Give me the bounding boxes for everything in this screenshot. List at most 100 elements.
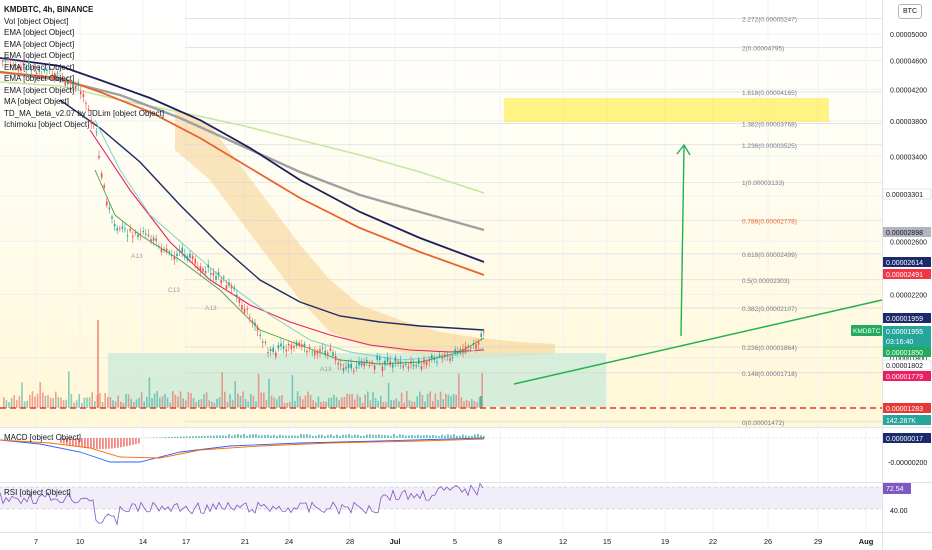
volume-bar: [159, 397, 161, 408]
volume-bar: [302, 399, 304, 408]
macd-histogram-bar: [93, 438, 95, 449]
rsi-title[interactable]: RSI [object Object]: [4, 488, 71, 497]
td-label: C13: [168, 287, 180, 294]
legend-item[interactable]: EMA [object Object]: [4, 85, 75, 95]
candle-body: [353, 370, 355, 372]
candle-body: [38, 68, 40, 72]
candle-body: [139, 233, 142, 235]
legend-item[interactable]: Ichimoku [object Object]: [4, 120, 90, 129]
legend-item[interactable]: EMA [object Object]: [4, 39, 75, 49]
candle-body: [67, 82, 69, 85]
legend-item[interactable]: EMA [object Object]: [4, 74, 75, 83]
x-tick-label: 17: [182, 537, 190, 546]
candle-body: [225, 285, 228, 289]
volume-bar: [169, 402, 171, 408]
macd-histogram-bar: [207, 435, 209, 438]
legend-item[interactable]: TD_MA_beta_v2.07 by JDLim [object Object…: [4, 108, 165, 118]
legend-item[interactable]: EMA [object Object]: [4, 28, 75, 37]
candle-body: [100, 173, 103, 178]
candle-body: [295, 342, 298, 346]
legend-item[interactable]: Vol [object Object]: [4, 16, 69, 26]
volume-bar: [322, 401, 325, 408]
fib-label: 0.236(0.00001864): [742, 345, 797, 352]
price-tag-label: 0.00001850: [886, 350, 923, 357]
candle-body: [376, 355, 378, 360]
price-tag: [883, 403, 931, 413]
candle-body: [202, 268, 204, 272]
price-tag-countdown: 03:16:40: [886, 339, 913, 346]
volume-bar: [445, 393, 447, 408]
candle-body: [220, 279, 222, 284]
macd-histogram-bar: [411, 435, 413, 438]
macd-title[interactable]: MACD [object Object]: [4, 433, 81, 442]
candle-body: [194, 259, 196, 264]
candle-body: [472, 343, 475, 345]
candle-body: [132, 235, 134, 238]
macd-histogram-bar: [405, 435, 407, 438]
candle-body: [381, 366, 384, 372]
candle-body: [282, 346, 285, 349]
volume-bar: [218, 397, 221, 408]
volume-bar: [18, 396, 21, 408]
volume-bar: [343, 397, 346, 408]
legend-item[interactable]: MA [object Object]: [4, 97, 69, 106]
candle-body: [4, 59, 7, 62]
macd-histogram-bar: [132, 438, 134, 445]
volume-bar: [296, 391, 299, 408]
volume-bar: [411, 401, 413, 408]
volume-bar: [120, 401, 122, 408]
macd-histogram-bar: [348, 434, 350, 438]
y-tick-label: 0.00002200: [890, 292, 927, 299]
candle-body: [191, 255, 194, 260]
signal-line: [0, 438, 485, 459]
volume-bar: [273, 397, 275, 408]
macd-histogram-bar: [210, 435, 212, 438]
candle-body: [436, 361, 438, 363]
volume-bar: [143, 401, 145, 408]
candle-body: [90, 119, 92, 124]
volume-bar: [8, 402, 10, 408]
volume-bar: [86, 397, 88, 408]
y-tick-label: 0.00004600: [890, 58, 927, 65]
candle-body: [334, 355, 337, 361]
symbol-title[interactable]: KMDBTC, 4h, BINANCE: [4, 5, 94, 14]
candle-body: [301, 344, 303, 347]
volume-bar: [29, 394, 31, 408]
macd-histogram-bar: [390, 435, 392, 438]
candle-body: [54, 73, 56, 78]
rsi-pane: 40.00 72.54: [0, 482, 911, 527]
candle-body: [480, 333, 482, 337]
y-tick-label: 0.00003400: [890, 154, 927, 161]
candle-body: [215, 276, 217, 280]
volume-bar: [367, 391, 369, 408]
volume-bar: [400, 392, 403, 408]
macd-histogram-bar: [258, 435, 260, 438]
volume-bar: [156, 391, 158, 408]
volume-bar: [317, 396, 320, 408]
volume-bar: [270, 395, 273, 408]
candle-body: [61, 76, 64, 78]
indicator-legend: KMDBTC, 4h, BINANCE Vol [object Object] …: [4, 4, 164, 131]
legend-item[interactable]: EMA [object Object]: [4, 62, 75, 72]
candle-body: [360, 360, 363, 366]
volume-bar: [205, 392, 208, 408]
macd-histogram-bar: [135, 438, 137, 445]
candle-body: [342, 368, 345, 371]
legend-item[interactable]: EMA [object Object]: [4, 51, 75, 60]
volume-bar: [23, 401, 26, 408]
candle-body: [392, 364, 394, 368]
currency-badge[interactable]: BTC: [898, 4, 922, 19]
candle-body: [288, 343, 290, 346]
volume-bar: [75, 400, 78, 408]
candle-body: [155, 238, 157, 241]
volume-bar: [442, 399, 444, 408]
macd-histogram-bar: [351, 435, 353, 438]
volume-bar: [312, 400, 314, 408]
candle-body: [412, 364, 415, 367]
candle-body: [228, 282, 230, 286]
candle-body: [415, 365, 417, 367]
volume-bar: [91, 392, 93, 408]
volume-bar: [94, 401, 96, 408]
volume-bar: [42, 392, 44, 408]
